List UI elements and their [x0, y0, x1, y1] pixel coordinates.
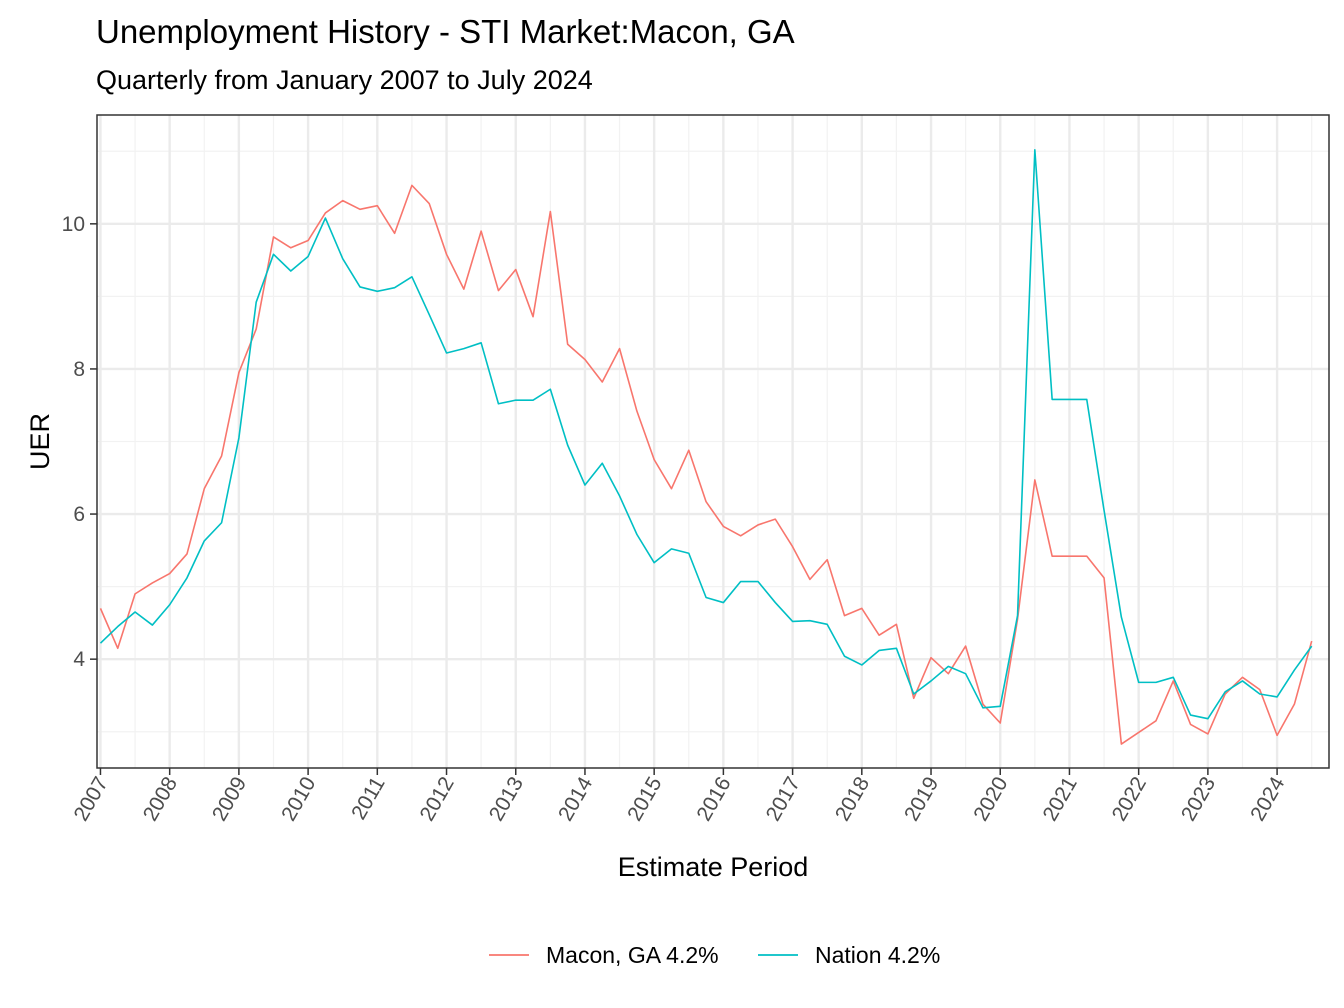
x-tick-label: 2012: [416, 773, 459, 825]
x-tick-label: 2013: [485, 773, 528, 825]
x-tick-label: 2007: [70, 773, 113, 825]
y-axis-ticks: 4 6 8 10: [62, 213, 97, 671]
x-tick-label: 2016: [692, 773, 735, 825]
x-tick-label: 2017: [762, 773, 805, 825]
chart-subtitle: Quarterly from January 2007 to July 2024: [96, 65, 593, 95]
legend: Macon, GA 4.2% Nation 4.2%: [489, 942, 940, 968]
legend-label-macon: Macon, GA 4.2%: [546, 942, 719, 968]
series-line-macon: [99, 184, 1313, 745]
x-tick-label: 2009: [208, 773, 251, 825]
y-tick-label: 8: [73, 358, 85, 381]
y-tick-label: 6: [73, 503, 85, 526]
x-tick-label: 2023: [1177, 773, 1220, 825]
x-tick-label: 2022: [1108, 773, 1151, 825]
x-tick-label: 2024: [1246, 773, 1289, 825]
x-tick-label: 2014: [554, 773, 597, 825]
series-lines: [99, 149, 1313, 745]
x-tick-label: 2010: [277, 773, 320, 825]
x-tick-label: 2020: [969, 773, 1012, 825]
x-tick-label: 2008: [139, 773, 182, 825]
x-tick-label: 2021: [1039, 773, 1082, 825]
y-tick-label: 10: [62, 213, 85, 236]
y-axis-title: UER: [25, 413, 55, 470]
major-gridlines: [97, 115, 1329, 768]
x-tick-label: 2015: [623, 773, 666, 825]
y-tick-label: 4: [73, 648, 85, 671]
x-axis-title: Estimate Period: [618, 852, 809, 882]
plot-panel-border: [96, 114, 1330, 769]
minor-gridlines: [97, 115, 1329, 768]
chart-title: Unemployment History - STI Market:Macon,…: [96, 13, 795, 50]
legend-label-nation: Nation 4.2%: [815, 942, 940, 968]
series-line-nation: [99, 149, 1313, 720]
x-tick-label: 2011: [347, 773, 390, 824]
x-tick-label: 2019: [900, 773, 943, 825]
x-tick-label: 2018: [831, 773, 874, 825]
x-axis-ticks: 2007 2008 2009 2010 2011 2012 2013 2014 2015 2016…: [70, 768, 1290, 825]
